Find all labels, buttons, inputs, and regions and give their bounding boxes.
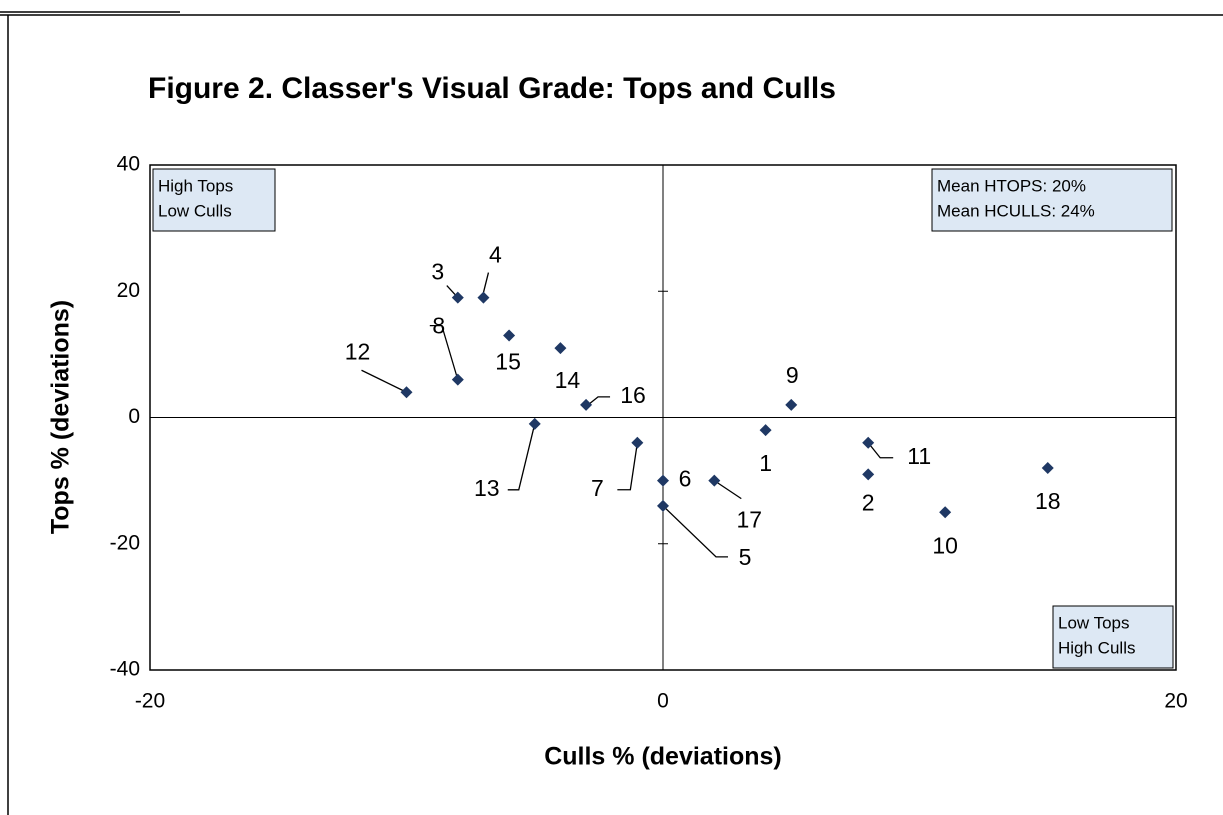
point-label: 15 xyxy=(495,349,521,375)
point-label: 2 xyxy=(862,489,875,515)
y-tick-label: 0 xyxy=(128,405,140,428)
point xyxy=(708,474,721,487)
annotation-text: Low Culls xyxy=(158,201,232,220)
annotation-box xyxy=(152,168,276,232)
point-label: 18 xyxy=(1035,488,1061,514)
point xyxy=(554,342,567,355)
leader-line xyxy=(587,396,611,406)
point xyxy=(862,436,875,449)
point xyxy=(657,474,669,487)
leader-line xyxy=(617,442,638,491)
x-tick-label: 20 xyxy=(1164,690,1187,713)
y-tick-label: -40 xyxy=(110,658,140,681)
point xyxy=(657,499,669,512)
y-tick-label: -20 xyxy=(110,531,140,554)
point xyxy=(580,398,593,411)
point-label: 10 xyxy=(932,532,958,558)
point-label: 5 xyxy=(739,544,752,570)
point xyxy=(939,506,952,519)
point-label: 8 xyxy=(432,313,445,339)
point-label: 9 xyxy=(786,362,799,388)
point-label: 11 xyxy=(907,443,931,469)
point xyxy=(1041,462,1054,474)
point-label: 4 xyxy=(489,242,502,268)
y-tick-label: 40 xyxy=(117,153,140,176)
x-tick-label: 0 xyxy=(657,690,669,713)
point xyxy=(759,424,772,437)
point-label: 14 xyxy=(555,367,581,393)
annotation-text: Low Tops xyxy=(1058,613,1130,632)
leader-line xyxy=(867,442,894,459)
annotation-text: High Tops xyxy=(158,176,233,195)
leader-line xyxy=(507,423,536,491)
leader-line xyxy=(713,480,742,500)
point xyxy=(528,417,541,430)
point xyxy=(503,329,516,342)
annotation-box xyxy=(1052,605,1174,669)
leader-line xyxy=(662,505,728,558)
point-label: 16 xyxy=(620,382,646,408)
point-label: 13 xyxy=(474,475,500,501)
point-label: 1 xyxy=(759,450,772,476)
point xyxy=(785,398,798,411)
leader-line xyxy=(429,324,459,380)
annotation-text: High Culls xyxy=(1058,638,1135,657)
x-tick-label: -20 xyxy=(135,690,165,713)
point-label: 6 xyxy=(679,466,692,492)
x-axis-label: Culls % (deviations) xyxy=(544,743,782,771)
y-tick-label: 20 xyxy=(117,279,140,302)
point-label: 3 xyxy=(431,259,444,285)
chart-title: Figure 2. Classer's Visual Grade: Tops a… xyxy=(148,72,836,105)
point xyxy=(477,291,490,304)
point xyxy=(400,386,413,399)
point xyxy=(451,291,464,304)
point xyxy=(862,468,875,481)
point xyxy=(631,436,644,449)
leader-line xyxy=(361,369,407,393)
leader-line xyxy=(482,272,490,293)
y-axis-label: Tops % (deviations) xyxy=(47,300,75,534)
annotation-box xyxy=(931,168,1173,232)
annotation-text: Mean HCULLS: 24% xyxy=(937,201,1095,220)
point xyxy=(451,373,464,386)
point-label: 17 xyxy=(737,507,763,533)
annotation-text: Mean HTOPS: 20% xyxy=(937,176,1086,195)
point-label: 7 xyxy=(591,475,604,501)
point-label: 12 xyxy=(345,338,371,364)
